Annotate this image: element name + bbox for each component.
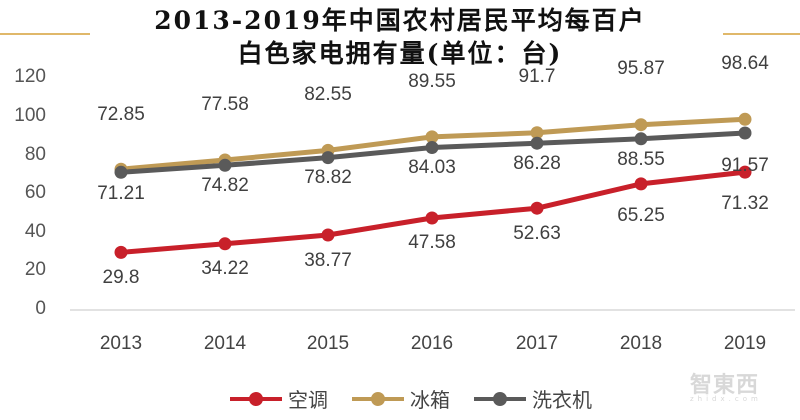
data-label-fridge: 98.64 — [721, 53, 769, 74]
watermark-text: 智東西 — [690, 373, 760, 398]
data-point-marker[interactable] — [425, 130, 439, 144]
data-point-marker[interactable] — [114, 165, 128, 179]
chart-title: 2013-2019年中国农村居民平均每百户 白色家电拥有量(单位：台) — [0, 4, 800, 70]
data-point-marker[interactable] — [425, 141, 439, 154]
legend-marker-icon — [230, 391, 282, 406]
data-point-marker[interactable] — [634, 118, 648, 132]
data-label-ac: 38.77 — [304, 250, 352, 271]
x-tick: 2016 — [410, 333, 454, 354]
data-point-marker[interactable] — [530, 201, 544, 215]
data-label-washer: 78.82 — [304, 167, 352, 188]
y-tick: 20 — [24, 259, 46, 280]
data-point-marker[interactable] — [738, 165, 752, 179]
series-line — [114, 126, 752, 179]
legend-label: 洗衣机 — [532, 388, 592, 412]
data-label-ac: 34.22 — [201, 258, 249, 279]
data-label-fridge: 89.55 — [408, 71, 456, 92]
data-label-washer: 84.03 — [408, 157, 456, 178]
data-label-ac: 47.58 — [408, 232, 456, 253]
data-point-marker[interactable] — [738, 126, 752, 140]
y-tick: 40 — [24, 221, 46, 242]
data-point-marker[interactable] — [425, 211, 439, 225]
legend-item-fridge[interactable]: 冰箱 — [352, 384, 450, 413]
data-label-ac: 65.25 — [617, 205, 665, 226]
data-label-washer: 91.57 — [721, 155, 769, 176]
legend-item-ac[interactable]: 空调 — [230, 384, 328, 413]
data-point-marker[interactable] — [634, 132, 648, 146]
data-point-marker[interactable] — [218, 237, 232, 251]
legend-marker-icon — [352, 391, 404, 406]
x-tick: 2013 — [99, 333, 143, 354]
data-label-ac: 52.63 — [513, 223, 561, 244]
y-tick: 0 — [35, 298, 46, 319]
watermark-subtext: zhidx.com — [690, 395, 762, 403]
data-point-marker[interactable] — [218, 158, 232, 172]
legend-marker-icon — [474, 391, 526, 406]
data-label-fridge: 72.85 — [97, 104, 145, 125]
x-tick: 2019 — [723, 333, 767, 354]
data-label-washer: 71.21 — [97, 183, 145, 204]
decorative-line-right — [723, 33, 800, 35]
data-point-marker[interactable] — [738, 112, 752, 126]
legend-label: 冰箱 — [410, 388, 450, 412]
y-tick: 80 — [24, 144, 46, 165]
legend-label: 空调 — [288, 388, 328, 412]
data-label-washer: 86.28 — [513, 153, 561, 174]
x-tick: 2015 — [306, 333, 350, 354]
y-tick: 60 — [24, 182, 46, 203]
data-label-fridge: 77.58 — [201, 94, 249, 115]
data-label-fridge: 91.7 — [518, 66, 556, 87]
data-label-washer: 88.55 — [617, 149, 665, 170]
series-line — [114, 165, 752, 259]
decorative-line-left — [0, 33, 90, 35]
data-label-fridge: 82.55 — [304, 84, 352, 105]
data-point-marker[interactable] — [321, 151, 335, 165]
x-tick: 2018 — [619, 333, 663, 354]
data-point-marker[interactable] — [634, 177, 648, 191]
data-label-ac: 71.32 — [721, 193, 769, 214]
legend: 空调 冰箱 洗衣机 — [230, 384, 616, 413]
data-point-marker[interactable] — [114, 245, 128, 259]
legend-item-washer[interactable]: 洗衣机 — [474, 384, 592, 413]
data-label-fridge: 95.87 — [617, 58, 665, 79]
data-point-marker[interactable] — [321, 228, 335, 242]
y-tick: 120 — [14, 66, 46, 87]
data-point-marker[interactable] — [530, 136, 544, 150]
x-tick: 2014 — [203, 333, 247, 354]
x-tick: 2017 — [515, 333, 559, 354]
y-tick: 100 — [14, 105, 46, 126]
data-label-washer: 74.82 — [201, 175, 249, 196]
chart-title-line1: 2013-2019年中国农村居民平均每百户 — [154, 6, 646, 35]
watermark-logo: 智東西 zhidx.com — [690, 367, 800, 403]
data-point-marker[interactable] — [530, 126, 544, 140]
data-label-ac: 29.8 — [102, 267, 140, 288]
chart-title-line2: 白色家电拥有量(单位：台) — [237, 39, 563, 68]
